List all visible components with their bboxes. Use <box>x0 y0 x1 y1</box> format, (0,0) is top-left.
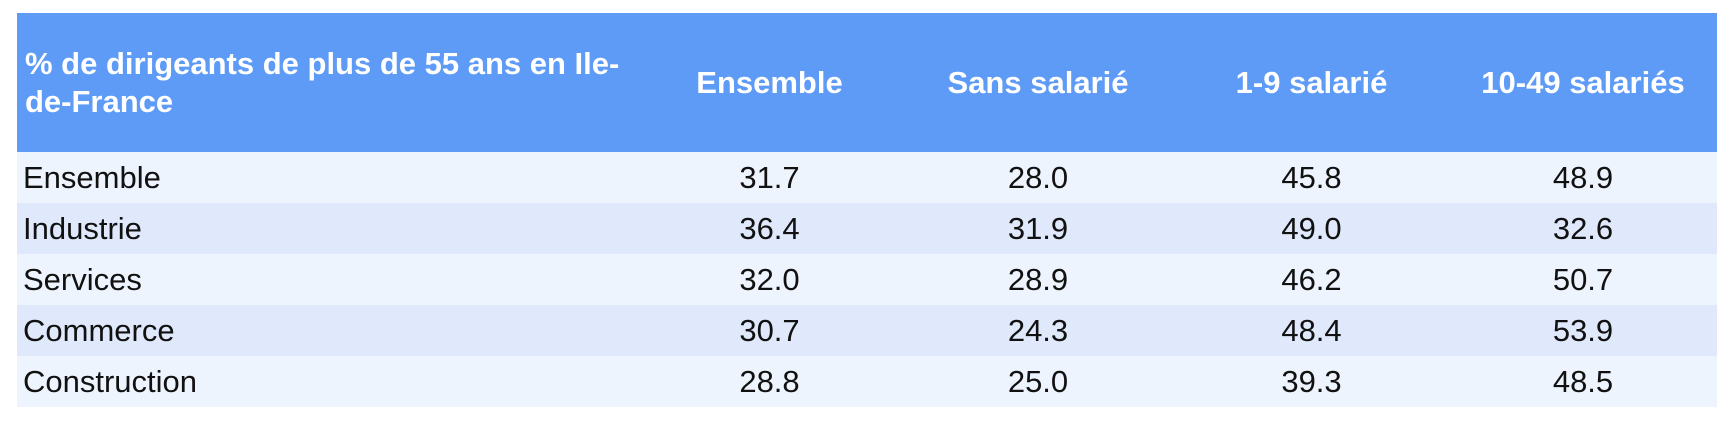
table-cell: 39.3 <box>1174 356 1449 407</box>
row-label: Services <box>17 254 637 305</box>
table-cell: 24.3 <box>902 305 1174 356</box>
table-row: Construction 28.8 25.0 39.3 48.5 <box>17 356 1717 407</box>
table-cell: 30.7 <box>637 305 902 356</box>
table-row: Industrie 36.4 31.9 49.0 32.6 <box>17 203 1717 254</box>
header-cell: 10-49 salariés <box>1449 13 1717 152</box>
table-cell: 48.9 <box>1449 152 1717 203</box>
header-cell: % de dirigeants de plus de 55 ans en Ile… <box>17 13 637 152</box>
table-row: Services 32.0 28.9 46.2 50.7 <box>17 254 1717 305</box>
table-cell: 31.7 <box>637 152 902 203</box>
header-cell: Sans salarié <box>902 13 1174 152</box>
table-cell: 32.0 <box>637 254 902 305</box>
header-cell: 1-9 salarié <box>1174 13 1449 152</box>
table-cell: 53.9 <box>1449 305 1717 356</box>
row-label: Commerce <box>17 305 637 356</box>
row-label: Industrie <box>17 203 637 254</box>
table-row: Commerce 30.7 24.3 48.4 53.9 <box>17 305 1717 356</box>
table-row: Ensemble 31.7 28.0 45.8 48.9 <box>17 152 1717 203</box>
table-body: Ensemble 31.7 28.0 45.8 48.9 Industrie 36.4 31.… <box>17 152 1717 407</box>
table-cell: 25.0 <box>902 356 1174 407</box>
table-cell: 50.7 <box>1449 254 1717 305</box>
table-cell: 36.4 <box>637 203 902 254</box>
table-cell: 28.0 <box>902 152 1174 203</box>
table-cell: 28.8 <box>637 356 902 407</box>
table-cell: 45.8 <box>1174 152 1449 203</box>
table-cell: 48.4 <box>1174 305 1449 356</box>
row-label: Construction <box>17 356 637 407</box>
table-cell: 28.9 <box>902 254 1174 305</box>
header-cell: Ensemble <box>637 13 902 152</box>
table-cell: 49.0 <box>1174 203 1449 254</box>
data-table: % de dirigeants de plus de 55 ans en Ile… <box>17 13 1717 407</box>
row-label: Ensemble <box>17 152 637 203</box>
table-cell: 32.6 <box>1449 203 1717 254</box>
table-cell: 48.5 <box>1449 356 1717 407</box>
table-cell: 31.9 <box>902 203 1174 254</box>
header-row: % de dirigeants de plus de 55 ans en Ile… <box>17 13 1717 152</box>
table-cell: 46.2 <box>1174 254 1449 305</box>
